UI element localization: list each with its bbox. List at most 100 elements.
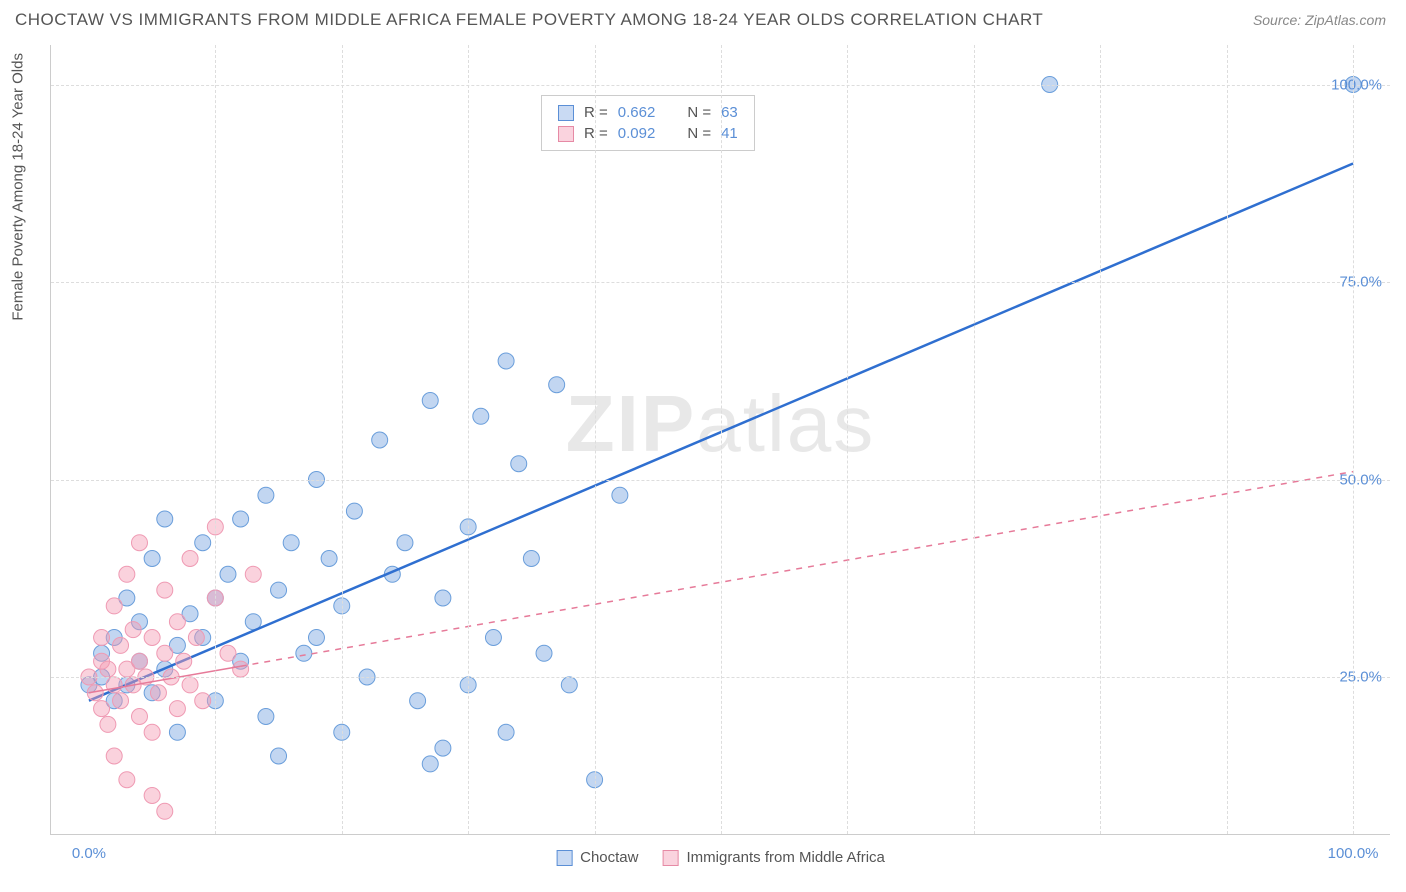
legend-label: Choctaw	[580, 849, 638, 866]
scatter-point	[94, 630, 110, 646]
scatter-point	[296, 645, 312, 661]
scatter-point	[233, 661, 249, 677]
scatter-point	[131, 653, 147, 669]
scatter-point	[321, 551, 337, 567]
scatter-point	[561, 677, 577, 693]
scatter-point	[435, 740, 451, 756]
ytick-label: 75.0%	[1339, 274, 1382, 291]
scatter-point	[220, 566, 236, 582]
scatter-point	[157, 803, 173, 819]
scatter-point	[220, 645, 236, 661]
scatter-point	[473, 408, 489, 424]
correlation-scatter-chart: ZIPatlas R = 0.662 N = 63 R = 0.092 N = …	[50, 45, 1390, 835]
scatter-point	[498, 353, 514, 369]
gridline-v	[847, 45, 848, 834]
legend: Choctaw Immigrants from Middle Africa	[556, 849, 885, 866]
scatter-point	[195, 693, 211, 709]
scatter-point	[131, 709, 147, 725]
swatch-blue-icon	[558, 105, 574, 121]
scatter-point	[485, 630, 501, 646]
scatter-point	[106, 598, 122, 614]
scatter-point	[119, 772, 135, 788]
gridline-v	[1353, 45, 1354, 834]
xtick-label: 0.0%	[72, 845, 106, 862]
scatter-point	[157, 645, 173, 661]
swatch-pink-icon	[662, 850, 678, 866]
scatter-point	[113, 693, 129, 709]
swatch-blue-icon	[556, 850, 572, 866]
r-label: R =	[584, 104, 608, 121]
scatter-point	[131, 535, 147, 551]
scatter-point	[422, 756, 438, 772]
scatter-point	[346, 503, 362, 519]
chart-title: CHOCTAW VS IMMIGRANTS FROM MIDDLE AFRICA…	[15, 10, 1043, 30]
n-label: N =	[687, 125, 711, 142]
gridline-v	[342, 45, 343, 834]
scatter-point	[100, 661, 116, 677]
scatter-point	[258, 487, 274, 503]
ytick-label: 50.0%	[1339, 471, 1382, 488]
scatter-point	[144, 724, 160, 740]
scatter-point	[119, 566, 135, 582]
scatter-point	[536, 645, 552, 661]
chart-header: CHOCTAW VS IMMIGRANTS FROM MIDDLE AFRICA…	[0, 0, 1406, 35]
scatter-point	[410, 693, 426, 709]
r-value: 0.092	[618, 125, 656, 142]
scatter-point	[308, 630, 324, 646]
r-value: 0.662	[618, 104, 656, 121]
scatter-point	[169, 701, 185, 717]
legend-label: Immigrants from Middle Africa	[686, 849, 884, 866]
scatter-point	[245, 566, 261, 582]
ytick-label: 25.0%	[1339, 669, 1382, 686]
scatter-point	[182, 551, 198, 567]
scatter-point	[125, 622, 141, 638]
scatter-point	[157, 582, 173, 598]
scatter-point	[106, 677, 122, 693]
scatter-point	[498, 724, 514, 740]
scatter-point	[144, 551, 160, 567]
scatter-point	[435, 590, 451, 606]
scatter-point	[188, 630, 204, 646]
gridline-v	[1227, 45, 1228, 834]
scatter-point	[150, 685, 166, 701]
scatter-point	[233, 511, 249, 527]
scatter-point	[422, 393, 438, 409]
stats-row-choctaw: R = 0.662 N = 63	[558, 102, 738, 123]
scatter-point	[144, 788, 160, 804]
scatter-point	[271, 582, 287, 598]
scatter-point	[549, 377, 565, 393]
trend-line-dashed	[241, 472, 1353, 667]
xtick-label: 100.0%	[1328, 845, 1379, 862]
legend-item-immigrants: Immigrants from Middle Africa	[662, 849, 884, 866]
scatter-point	[157, 511, 173, 527]
gridline-v	[215, 45, 216, 834]
scatter-point	[100, 716, 116, 732]
n-value: 41	[721, 125, 738, 142]
stats-row-immigrants: R = 0.092 N = 41	[558, 123, 738, 144]
n-label: N =	[687, 104, 711, 121]
ytick-label: 100.0%	[1331, 76, 1382, 93]
scatter-point	[94, 701, 110, 717]
scatter-point	[511, 456, 527, 472]
gridline-v	[974, 45, 975, 834]
n-value: 63	[721, 104, 738, 121]
gridline-v	[721, 45, 722, 834]
gridline-v	[1100, 45, 1101, 834]
scatter-point	[182, 677, 198, 693]
scatter-point	[176, 653, 192, 669]
gridline-v	[468, 45, 469, 834]
scatter-point	[144, 630, 160, 646]
scatter-point	[283, 535, 299, 551]
y-axis-label: Female Poverty Among 18-24 Year Olds	[10, 53, 27, 321]
scatter-point	[523, 551, 539, 567]
r-label: R =	[584, 125, 608, 142]
scatter-point	[271, 748, 287, 764]
legend-item-choctaw: Choctaw	[556, 849, 638, 866]
scatter-point	[169, 614, 185, 630]
scatter-point	[258, 709, 274, 725]
swatch-pink-icon	[558, 126, 574, 142]
gridline-v	[595, 45, 596, 834]
scatter-point	[397, 535, 413, 551]
scatter-point	[106, 748, 122, 764]
scatter-point	[612, 487, 628, 503]
